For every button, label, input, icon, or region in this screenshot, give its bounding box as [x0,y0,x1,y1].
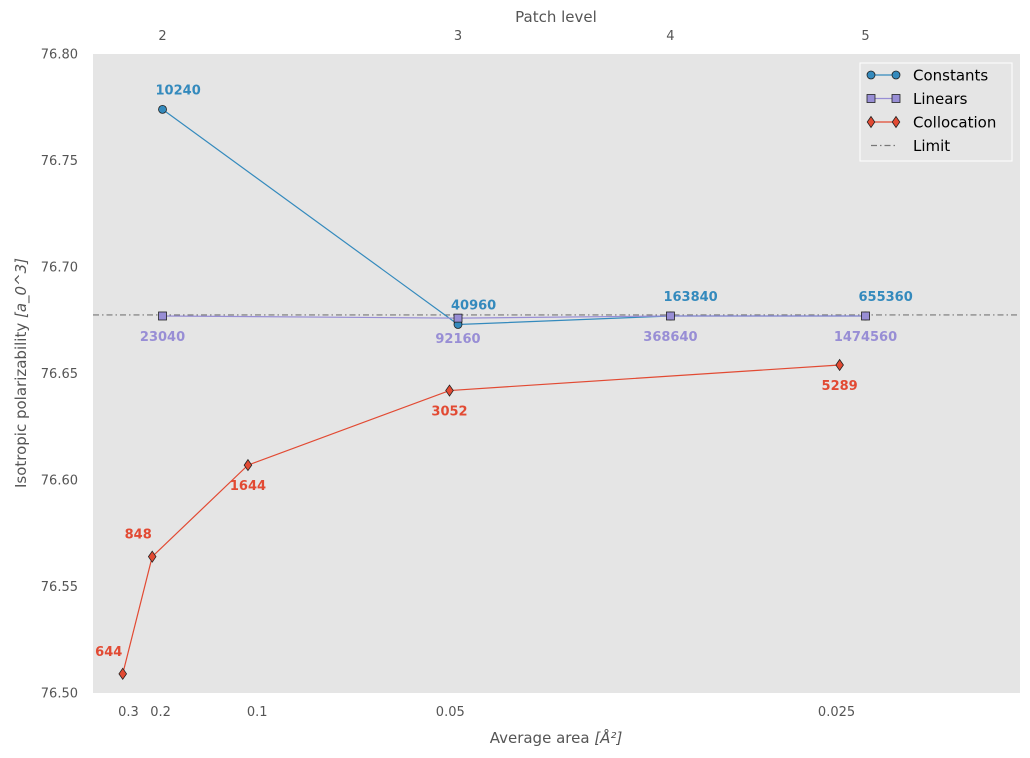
legend-linears-marker [891,94,901,103]
collocation-point [147,550,157,563]
top-axis-ticks: 2 3 4 5 [158,29,869,44]
x-tick-label: 0.025 [818,705,855,720]
collocation-point [445,384,454,397]
y-tick-label: 76.60 [41,474,78,489]
legend-limit-label: Limit [913,137,950,155]
collocation-point [835,358,844,372]
legend-box [859,62,1013,162]
linears-data-label: 92160 [435,332,480,347]
collocation-data-label: 1644 [230,479,266,494]
x-axis-title-unit: [Å²] [594,728,622,747]
top-tick-label: 2 [158,29,166,44]
legend-linears-marker [866,94,876,103]
top-axis-title: Patch level [515,8,597,26]
y-axis-ticks: 76.50 76.55 76.60 76.65 76.70 76.75 76.80 [41,48,78,702]
legend-linears-label: Linears [913,90,968,108]
top-tick-label: 3 [454,29,462,44]
top-tick-label: 5 [861,29,869,44]
x-tick-label: 0.05 [436,705,465,720]
collocation-data-label: 848 [125,528,152,543]
linears-point [453,313,463,323]
legend-constants-marker [891,70,901,80]
y-tick-label: 76.75 [41,154,78,169]
y-axis-title-text: Isotropic polarizability [12,323,30,488]
legend-items: Constants Linears Collocation Limit [866,67,996,155]
linears-data-label: 1474560 [834,330,897,345]
top-tick-label: 4 [666,29,674,44]
legend-constants-label: Constants [913,67,988,85]
y-axis-title: Isotropic polarizability [a_0^3] [12,258,31,488]
y-tick-label: 76.80 [41,48,78,63]
collocation-point [118,667,128,681]
y-tick-label: 76.55 [41,580,78,595]
collocation-data-label: 5289 [822,379,858,394]
legend: Constants Linears Collocation Limit [859,62,1013,162]
linears-point [666,311,675,321]
x-axis-title: Average area [Å²] [490,728,623,747]
legend-constants-marker [866,70,876,80]
x-tick-label: 0.3 [118,705,139,720]
linears-point [861,311,870,321]
y-axis-title-unit: [a_0^3] [12,258,31,318]
constants-data-label: 40960 [451,299,496,314]
x-axis-ticks: 0.3 0.2 0.1 0.05 0.025 [118,705,855,720]
linears-data-label: 23040 [140,330,185,345]
legend-collocation-label: Collocation [913,114,996,132]
constants-data-label: 10240 [156,83,201,98]
y-tick-label: 76.70 [41,261,78,276]
legend-collocation-marker [891,115,901,129]
constants-data-label: 163840 [663,290,717,305]
constants-data-label: 655360 [859,290,913,305]
series-layer [118,104,870,681]
collocation-point [243,458,253,472]
linears-series-line [162,315,866,319]
linears-point [158,311,167,321]
collocation-data-label: 644 [95,645,122,660]
collocation-data-label: 3052 [431,405,467,420]
y-tick-label: 76.65 [41,367,78,382]
linears-data-label: 368640 [643,330,697,345]
y-tick-label: 76.50 [41,687,78,702]
x-tick-label: 0.1 [247,705,268,720]
x-tick-label: 0.2 [150,705,171,720]
legend-collocation-marker [866,115,876,129]
constants-point [158,104,167,114]
x-axis-title-text: Average area [490,729,590,747]
label-layer: 10240 40960 163840 655360 23040 92160 368640 14… [95,83,913,659]
